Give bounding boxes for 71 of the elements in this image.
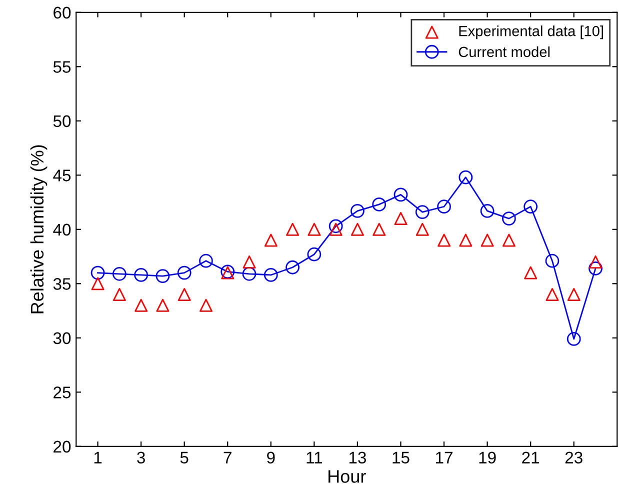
point: [286, 222, 300, 236]
point: [134, 268, 148, 282]
point: [372, 198, 386, 212]
point: [394, 188, 408, 202]
y-axis-title: Relative humidity (%): [30, 145, 48, 314]
x-tick-label: 5: [180, 452, 188, 464]
point: [328, 219, 343, 234]
point: [90, 266, 105, 280]
point: [242, 266, 256, 281]
x-tick-label: 7: [224, 452, 232, 464]
x-tick-label: 17: [436, 452, 452, 464]
point: [91, 277, 104, 290]
x-tick-label: 1: [94, 452, 102, 464]
point: [394, 212, 408, 226]
point: [502, 212, 516, 226]
y-tick-label: 20: [54, 440, 71, 453]
point: [502, 234, 516, 247]
point: [566, 332, 581, 346]
point: [242, 255, 256, 268]
point: [459, 234, 472, 247]
y-tick-label: 45: [53, 170, 71, 182]
point: [329, 222, 342, 236]
y-tick-label: 35: [53, 278, 71, 290]
point: [415, 205, 430, 219]
point: [199, 298, 212, 312]
x-tick-label: 21: [522, 452, 540, 464]
x-tick-label: 19: [479, 452, 496, 464]
point: [308, 222, 321, 236]
x-tick-label: 15: [392, 452, 410, 464]
x-tick-label: 23: [565, 452, 582, 464]
y-tick-label: 60: [54, 6, 71, 19]
x-tick-label: 9: [267, 452, 275, 464]
y-tick-label: 50: [53, 115, 71, 128]
point: [546, 288, 559, 302]
point: [589, 255, 602, 268]
point: [545, 254, 560, 268]
point: [177, 266, 192, 280]
point: [156, 298, 170, 312]
point: [286, 260, 300, 274]
x-tick-label: 11: [306, 452, 322, 464]
point: [264, 268, 278, 282]
point: [437, 200, 451, 214]
point: [156, 269, 170, 283]
y-tick-label: 25: [54, 386, 71, 398]
point: [134, 298, 148, 312]
point: [372, 222, 386, 236]
point: [458, 170, 473, 184]
point: [199, 254, 213, 268]
point: [178, 288, 191, 302]
y-tick-label: 55: [53, 61, 71, 73]
point: [112, 288, 126, 302]
point: [567, 288, 580, 302]
legend-label: Current model: [458, 46, 550, 58]
point: [350, 204, 364, 218]
point: [307, 247, 322, 262]
y-tick-label: 40: [53, 224, 71, 236]
point: [264, 234, 278, 247]
point: [438, 234, 451, 247]
point: [416, 222, 429, 236]
x-tick-label: 13: [349, 452, 366, 464]
point: [480, 234, 494, 247]
point: [480, 204, 494, 218]
x-tick-label: 3: [137, 452, 145, 464]
point: [588, 262, 602, 276]
point: [524, 200, 538, 214]
point: [350, 222, 364, 236]
legend-label: Experimental data [10]: [459, 26, 603, 40]
point: [524, 266, 538, 280]
x-axis-title: Hour: [328, 470, 366, 483]
point: [112, 266, 126, 281]
y-tick-label: 30: [53, 332, 71, 344]
